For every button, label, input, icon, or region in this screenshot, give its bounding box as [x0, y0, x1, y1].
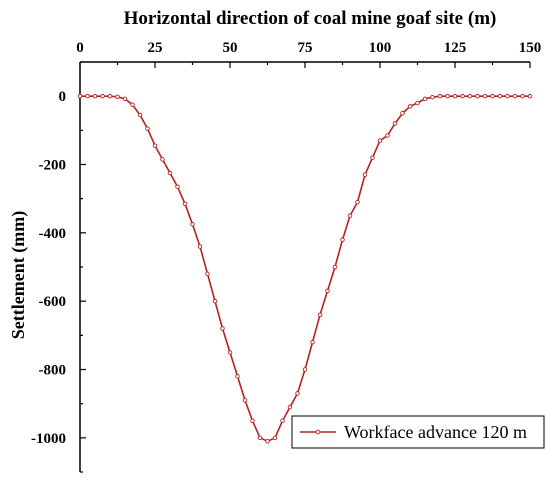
y-tick-label: 0 [59, 89, 67, 105]
data-point [362, 172, 368, 177]
data-point [272, 435, 278, 441]
data-point [122, 96, 128, 102]
data-point [242, 398, 248, 403]
data-point [152, 143, 158, 148]
data-point [355, 199, 360, 205]
data-point [115, 94, 120, 100]
data-point [467, 93, 473, 99]
data-point [235, 374, 240, 379]
data-point [100, 93, 105, 99]
x-tick-label: 25 [148, 40, 163, 56]
series-group [77, 93, 533, 444]
y-axis-label: Settlement (mm) [8, 211, 29, 339]
data-point [137, 112, 143, 118]
data-point [92, 93, 98, 99]
data-point [257, 435, 263, 441]
y-tick-label: -200 [39, 158, 67, 174]
data-point [310, 339, 315, 345]
data-point [460, 93, 465, 99]
x-tick-label: 150 [519, 40, 542, 56]
x-tick-label: 0 [76, 40, 84, 56]
data-point [505, 93, 510, 99]
data-point [212, 298, 218, 304]
x-tick-label: 125 [444, 40, 467, 56]
data-point [85, 93, 90, 99]
data-point [415, 100, 420, 106]
data-point [482, 93, 488, 99]
axes [79, 61, 530, 472]
x-tick-label: 100 [369, 40, 392, 56]
data-point [520, 93, 525, 99]
y-tick-label: -1000 [31, 431, 66, 447]
data-point [400, 110, 405, 116]
data-point [452, 93, 458, 99]
x-tick-label: 75 [298, 40, 313, 56]
y-tick-label: -800 [39, 363, 67, 379]
y-axis-ticks: 0 -200 -400 -600 -800 -1000 [31, 61, 86, 473]
data-point [317, 312, 323, 318]
x-axis-ticks: 0 25 50 75 100 125 150 [76, 40, 541, 68]
data-point [190, 222, 195, 227]
legend-marker-swatch [315, 429, 321, 435]
data-point [490, 93, 495, 99]
data-point [250, 418, 255, 424]
data-point [295, 391, 300, 396]
data-point [130, 102, 135, 107]
data-point [167, 170, 173, 176]
x-tick-label: 50 [223, 40, 238, 56]
legend-entry-label: Workface advance 120 m [344, 422, 527, 442]
data-point [407, 104, 413, 109]
series-line [80, 95, 530, 443]
data-point [302, 367, 308, 372]
data-point [145, 126, 150, 131]
chart-title: Horizontal direction of coal mine goaf s… [124, 8, 497, 29]
data-point [437, 93, 443, 99]
data-point [182, 201, 188, 207]
data-point [430, 94, 435, 100]
data-point [370, 155, 375, 160]
data-point [392, 121, 398, 126]
data-point [227, 350, 233, 355]
data-point [347, 213, 353, 218]
y-tick-label: -400 [39, 226, 67, 242]
data-point [205, 271, 210, 277]
data-point [385, 133, 390, 138]
data-point [445, 93, 450, 99]
data-point [280, 418, 285, 424]
data-point [197, 244, 203, 249]
data-point [475, 93, 480, 99]
data-point [340, 237, 345, 242]
data-point [175, 184, 180, 189]
data-point [332, 264, 338, 270]
data-point [287, 404, 293, 410]
data-point [160, 157, 165, 162]
legend: Workface advance 120 m [291, 415, 545, 449]
data-point [497, 93, 503, 99]
data-point [107, 93, 113, 99]
data-point [377, 138, 383, 143]
data-point [77, 93, 83, 99]
data-point [325, 288, 330, 294]
data-point [527, 93, 533, 99]
data-point [265, 439, 270, 444]
data-point [422, 96, 428, 102]
data-point [220, 326, 225, 331]
y-tick-label: -600 [39, 294, 67, 310]
data-point [512, 93, 518, 99]
